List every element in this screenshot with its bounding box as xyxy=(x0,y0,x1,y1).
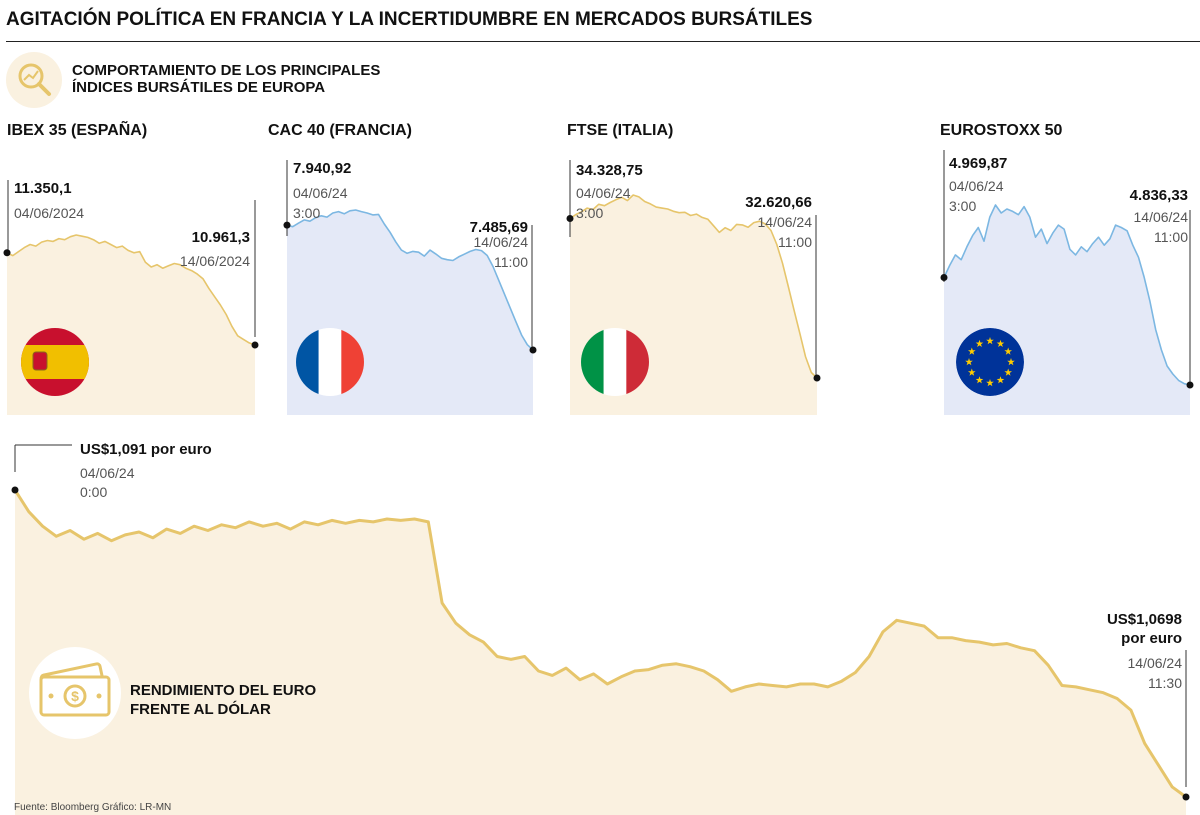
source-note: Fuente: Bloomberg Gráfico: LR-MN xyxy=(14,802,171,813)
ibex-end-value: 10.961,3 xyxy=(192,229,250,246)
subtitle-line-1: COMPORTAMIENTO DE LOS PRINCIPALES xyxy=(72,62,381,79)
italy-flag-icon xyxy=(581,328,649,396)
cac-end-date: 14/06/24 xyxy=(474,234,529,250)
ftse-start-time: 3:00 xyxy=(576,205,603,221)
euro-end-time: 11:30 xyxy=(1148,675,1182,691)
euro-line xyxy=(13,489,1187,799)
ibex-start-date: 04/06/2024 xyxy=(14,205,84,221)
page-subtitle: COMPORTAMIENTO DE LOS PRINCIPALES ÍNDICE… xyxy=(72,62,380,96)
euro-caption-1: RENDIMIENTO DEL EURO xyxy=(130,682,316,699)
euro-caption-2: FRENTE AL DÓLAR xyxy=(130,700,271,718)
ftse-end-date: 14/06/24 xyxy=(758,214,813,230)
ibex-start-value: 11.350,1 xyxy=(14,180,72,197)
ibex-start-point xyxy=(3,249,11,257)
cac-title: CAC 40 (FRANCIA) xyxy=(268,122,412,139)
eurostoxx-start-point xyxy=(940,274,948,282)
eurostoxx-end-date: 14/06/24 xyxy=(1134,209,1189,225)
euro-start-time: 0:00 xyxy=(80,484,107,500)
title-divider xyxy=(6,41,1200,42)
ibex-end-point xyxy=(251,341,259,349)
eurostoxx-end-point xyxy=(1186,381,1194,389)
france-flag-icon xyxy=(296,328,364,396)
ibex-end-date: 14/06/2024 xyxy=(180,253,250,269)
eurostoxx-start-value: 4.969,87 xyxy=(949,155,1007,172)
eurostoxx-start-date: 04/06/24 xyxy=(949,178,1004,194)
ftse-panel: FTSE (ITALIA) xyxy=(567,122,673,139)
euro-end-value-2: por euro xyxy=(1121,630,1182,647)
ftse-start-date: 04/06/24 xyxy=(576,185,631,201)
subtitle-line-2: ÍNDICES BURSÁTILES DE EUROPA xyxy=(72,79,326,96)
euro-start-value: US$1,091 por euro xyxy=(80,441,212,458)
ftse-start-value: 34.328,75 xyxy=(576,162,643,179)
ftse-end-time: 11:00 xyxy=(778,234,812,250)
euro-start-date: 04/06/24 xyxy=(80,465,135,481)
trend-magnifier-icon xyxy=(6,52,62,108)
ftse-start-point xyxy=(566,214,574,222)
cac-line xyxy=(286,209,534,351)
euro-start-point xyxy=(11,486,19,494)
euro-end-point xyxy=(1182,793,1190,801)
eurostoxx-title: EUROSTOXX 50 xyxy=(940,122,1063,139)
eurostoxx-line xyxy=(943,204,1191,386)
cac-end-point xyxy=(529,346,537,354)
eurostoxx-start-time: 3:00 xyxy=(949,198,976,214)
ftse-title: FTSE (ITALIA) xyxy=(567,122,673,139)
cac-end-value: 7.485,69 xyxy=(470,219,528,236)
euro-area xyxy=(15,490,1186,815)
cac-start-time: 3:00 xyxy=(293,205,320,221)
euro-end-value-1: US$1,0698 xyxy=(1107,611,1182,628)
ftse-line xyxy=(569,194,818,379)
ftse-end-point xyxy=(813,374,821,382)
cac-panel: CAC 40 (FRANCIA) xyxy=(268,122,412,139)
cac-end-time: 11:00 xyxy=(494,254,528,270)
ftse-end-value: 32.620,66 xyxy=(745,194,812,211)
ibex-title: IBEX 35 (ESPAÑA) xyxy=(7,119,147,139)
cac-start-value: 7.940,92 xyxy=(293,160,351,177)
spain-flag-icon xyxy=(21,328,89,396)
eurostoxx-end-value: 4.836,33 xyxy=(1130,187,1188,204)
eurostoxx-panel: EUROSTOXX 50 xyxy=(940,122,1063,139)
cac-start-date: 04/06/24 xyxy=(293,185,348,201)
dollar-sign-icon: $ xyxy=(71,688,79,704)
cac-start-point xyxy=(283,221,291,229)
eurostoxx-end-time: 11:00 xyxy=(1154,229,1188,245)
ibex-line xyxy=(6,234,256,346)
euro-end-date: 14/06/24 xyxy=(1128,655,1183,671)
banknote-icon: $ xyxy=(29,647,121,739)
eu-flag-icon xyxy=(956,328,1024,396)
page-title: AGITACIÓN POLÍTICA EN FRANCIA Y LA INCER… xyxy=(6,9,813,30)
ibex-panel: IBEX 35 (ESPAÑA) xyxy=(7,119,147,139)
